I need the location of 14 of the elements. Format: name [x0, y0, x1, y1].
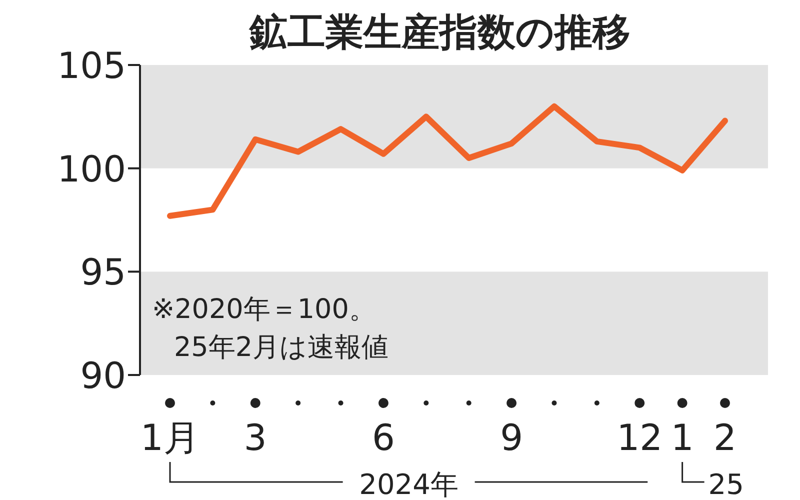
y-tick-label: 90 — [80, 356, 126, 397]
x-tick-label: 3 — [244, 418, 267, 459]
x-tick-label: 9 — [500, 418, 523, 459]
annotation: ※2020年＝100。 — [152, 294, 376, 325]
x-tick-label: 1月 — [140, 418, 200, 459]
x-tick-label: 6 — [372, 418, 395, 459]
y-tick-label: 105 — [57, 46, 126, 87]
x-tick-label: 1 — [670, 418, 694, 459]
chart-title: 鉱工業生産指数の推移 — [248, 10, 630, 54]
x-tick-label: 2 — [714, 418, 736, 459]
y-tick-label: 100 — [57, 149, 126, 190]
x-tick-label: 12 — [616, 418, 663, 459]
annotation: 25年2月は速報値 — [174, 332, 389, 363]
y-tick-label: 95 — [80, 252, 126, 294]
